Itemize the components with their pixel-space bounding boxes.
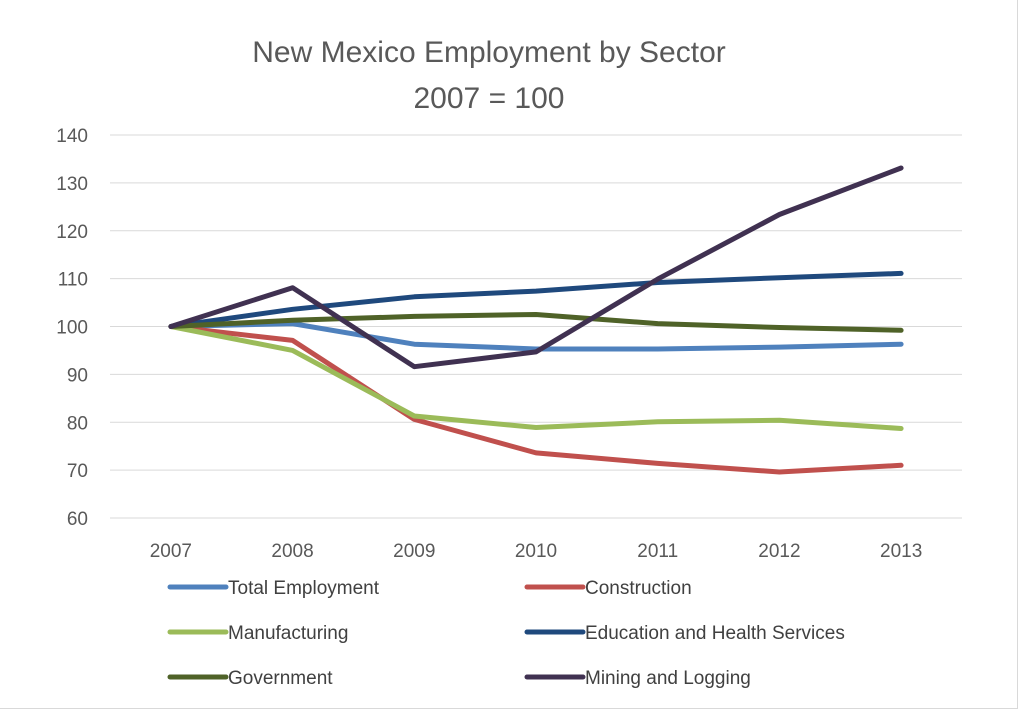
x-tick-label: 2013 <box>880 541 922 562</box>
legend-label-education-and-health-services: Education and Health Services <box>585 623 845 644</box>
chart-title: New Mexico Employment by Sector <box>252 36 726 69</box>
x-axis-ticks: 2007 2008 2009 2010 2011 2012 2013 <box>150 541 923 562</box>
y-tick-label: 70 <box>67 461 88 482</box>
x-tick-label: 2011 <box>637 541 678 562</box>
legend-label-mining-and-logging: Mining and Logging <box>585 668 751 689</box>
legend-label-total-employment: Total Employment <box>228 578 380 599</box>
y-tick-label: 100 <box>56 318 88 339</box>
legend-label-construction: Construction <box>585 578 692 599</box>
series-line-government <box>168 312 904 333</box>
x-tick-label: 2007 <box>150 541 192 562</box>
x-tick-label: 2010 <box>515 541 557 562</box>
y-tick-label: 60 <box>67 509 88 530</box>
y-tick-label: 140 <box>56 126 88 147</box>
y-tick-label: 130 <box>56 174 88 195</box>
y-tick-label: 120 <box>56 222 88 243</box>
y-axis-ticks: 60 70 80 90 100 110 120 130 140 <box>56 126 88 530</box>
series-line-mining-and-logging <box>168 165 904 370</box>
legend: Total Employment Construction Manufacturin… <box>167 578 845 689</box>
x-tick-label: 2012 <box>758 541 800 562</box>
y-tick-label: 80 <box>67 413 88 434</box>
x-tick-label: 2008 <box>271 541 313 562</box>
chart-subtitle: 2007 = 100 <box>414 82 565 115</box>
y-tick-label: 110 <box>58 270 88 291</box>
x-tick-label: 2009 <box>393 541 435 562</box>
y-tick-label: 90 <box>67 365 88 386</box>
series-line-manufacturing <box>168 324 904 431</box>
series-line-construction <box>168 324 904 475</box>
series-line-education-and-health-services <box>168 270 904 329</box>
series-lines <box>168 165 904 475</box>
legend-label-government: Government <box>228 668 333 689</box>
legend-label-manufacturing: Manufacturing <box>228 623 348 644</box>
